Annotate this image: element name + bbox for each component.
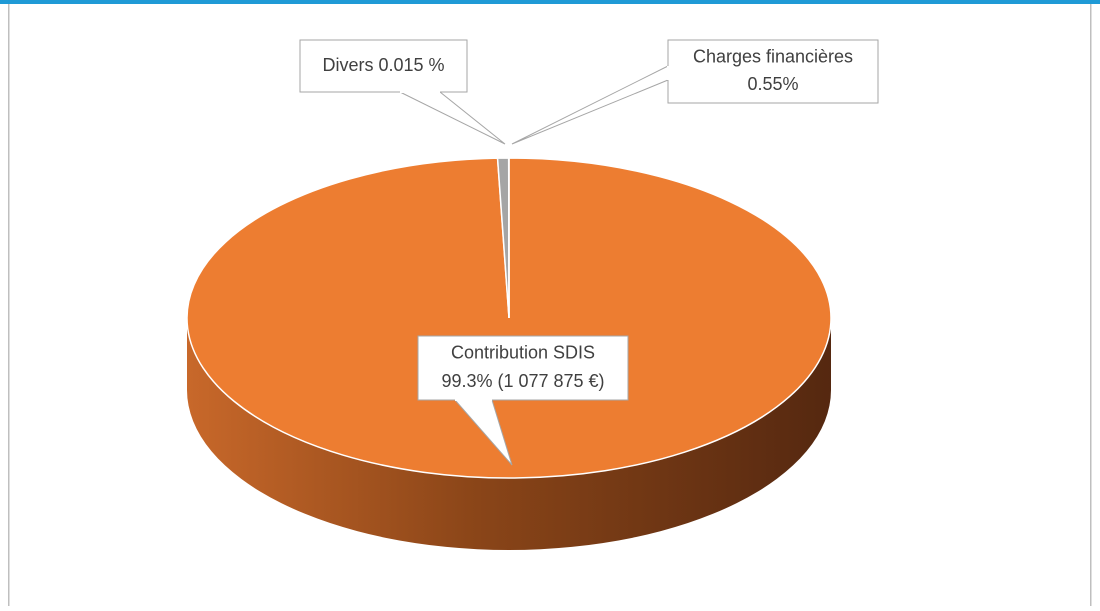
label-value: 99.3% (1 077 875 €) [441, 371, 604, 391]
top-border [0, 0, 1100, 4]
label-pointer [400, 92, 505, 144]
label-category: Charges financières [693, 46, 853, 66]
label-category: Contribution SDIS [451, 343, 595, 363]
label-value: 0.015 % [378, 55, 444, 75]
label-pointer [512, 66, 668, 144]
left-border [8, 4, 10, 606]
label-category: Divers [322, 55, 373, 75]
label-value: 0.55% [747, 74, 798, 94]
right-border [1090, 4, 1092, 606]
